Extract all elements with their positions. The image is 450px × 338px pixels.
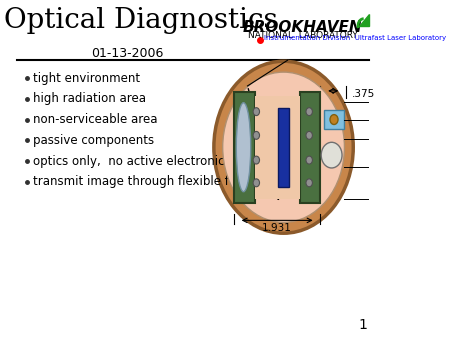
Text: Optical Diagnostics: Optical Diagnostics <box>4 6 278 33</box>
Circle shape <box>214 61 353 233</box>
Circle shape <box>253 131 260 139</box>
Text: non-serviceable area: non-serviceable area <box>33 113 158 126</box>
Text: 1.931: 1.931 <box>262 223 292 233</box>
Circle shape <box>330 115 338 124</box>
Text: passive components: passive components <box>33 134 154 147</box>
Text: NATIONAL  LABORATORY: NATIONAL LABORATORY <box>248 30 358 40</box>
Circle shape <box>253 108 260 116</box>
Bar <box>300 92 320 202</box>
Bar <box>255 96 300 199</box>
Polygon shape <box>359 14 369 26</box>
Circle shape <box>253 179 260 187</box>
Text: optics only,  no active electronics: optics only, no active electronics <box>33 154 230 168</box>
Circle shape <box>321 142 342 168</box>
Bar <box>234 92 255 202</box>
Circle shape <box>223 72 344 222</box>
Circle shape <box>306 156 312 164</box>
Text: 1: 1 <box>359 318 368 332</box>
Circle shape <box>306 108 312 116</box>
Text: 01-13-2006: 01-13-2006 <box>91 47 164 61</box>
Text: Instrumentation Division  Ultrafast Laser Laboratory: Instrumentation Division Ultrafast Laser… <box>264 35 446 42</box>
Text: high radiation area: high radiation area <box>33 92 146 105</box>
Bar <box>278 108 289 187</box>
Circle shape <box>306 179 312 187</box>
Circle shape <box>306 131 312 139</box>
Ellipse shape <box>236 103 251 192</box>
Text: BROOKHAVEN: BROOKHAVEN <box>243 20 363 35</box>
Circle shape <box>253 156 260 164</box>
Text: transmit image through flexible fiber bundle: transmit image through flexible fiber bu… <box>33 175 296 188</box>
Text: tight environment: tight environment <box>33 72 140 84</box>
Text: .375: .375 <box>351 89 375 99</box>
Bar <box>324 110 344 129</box>
